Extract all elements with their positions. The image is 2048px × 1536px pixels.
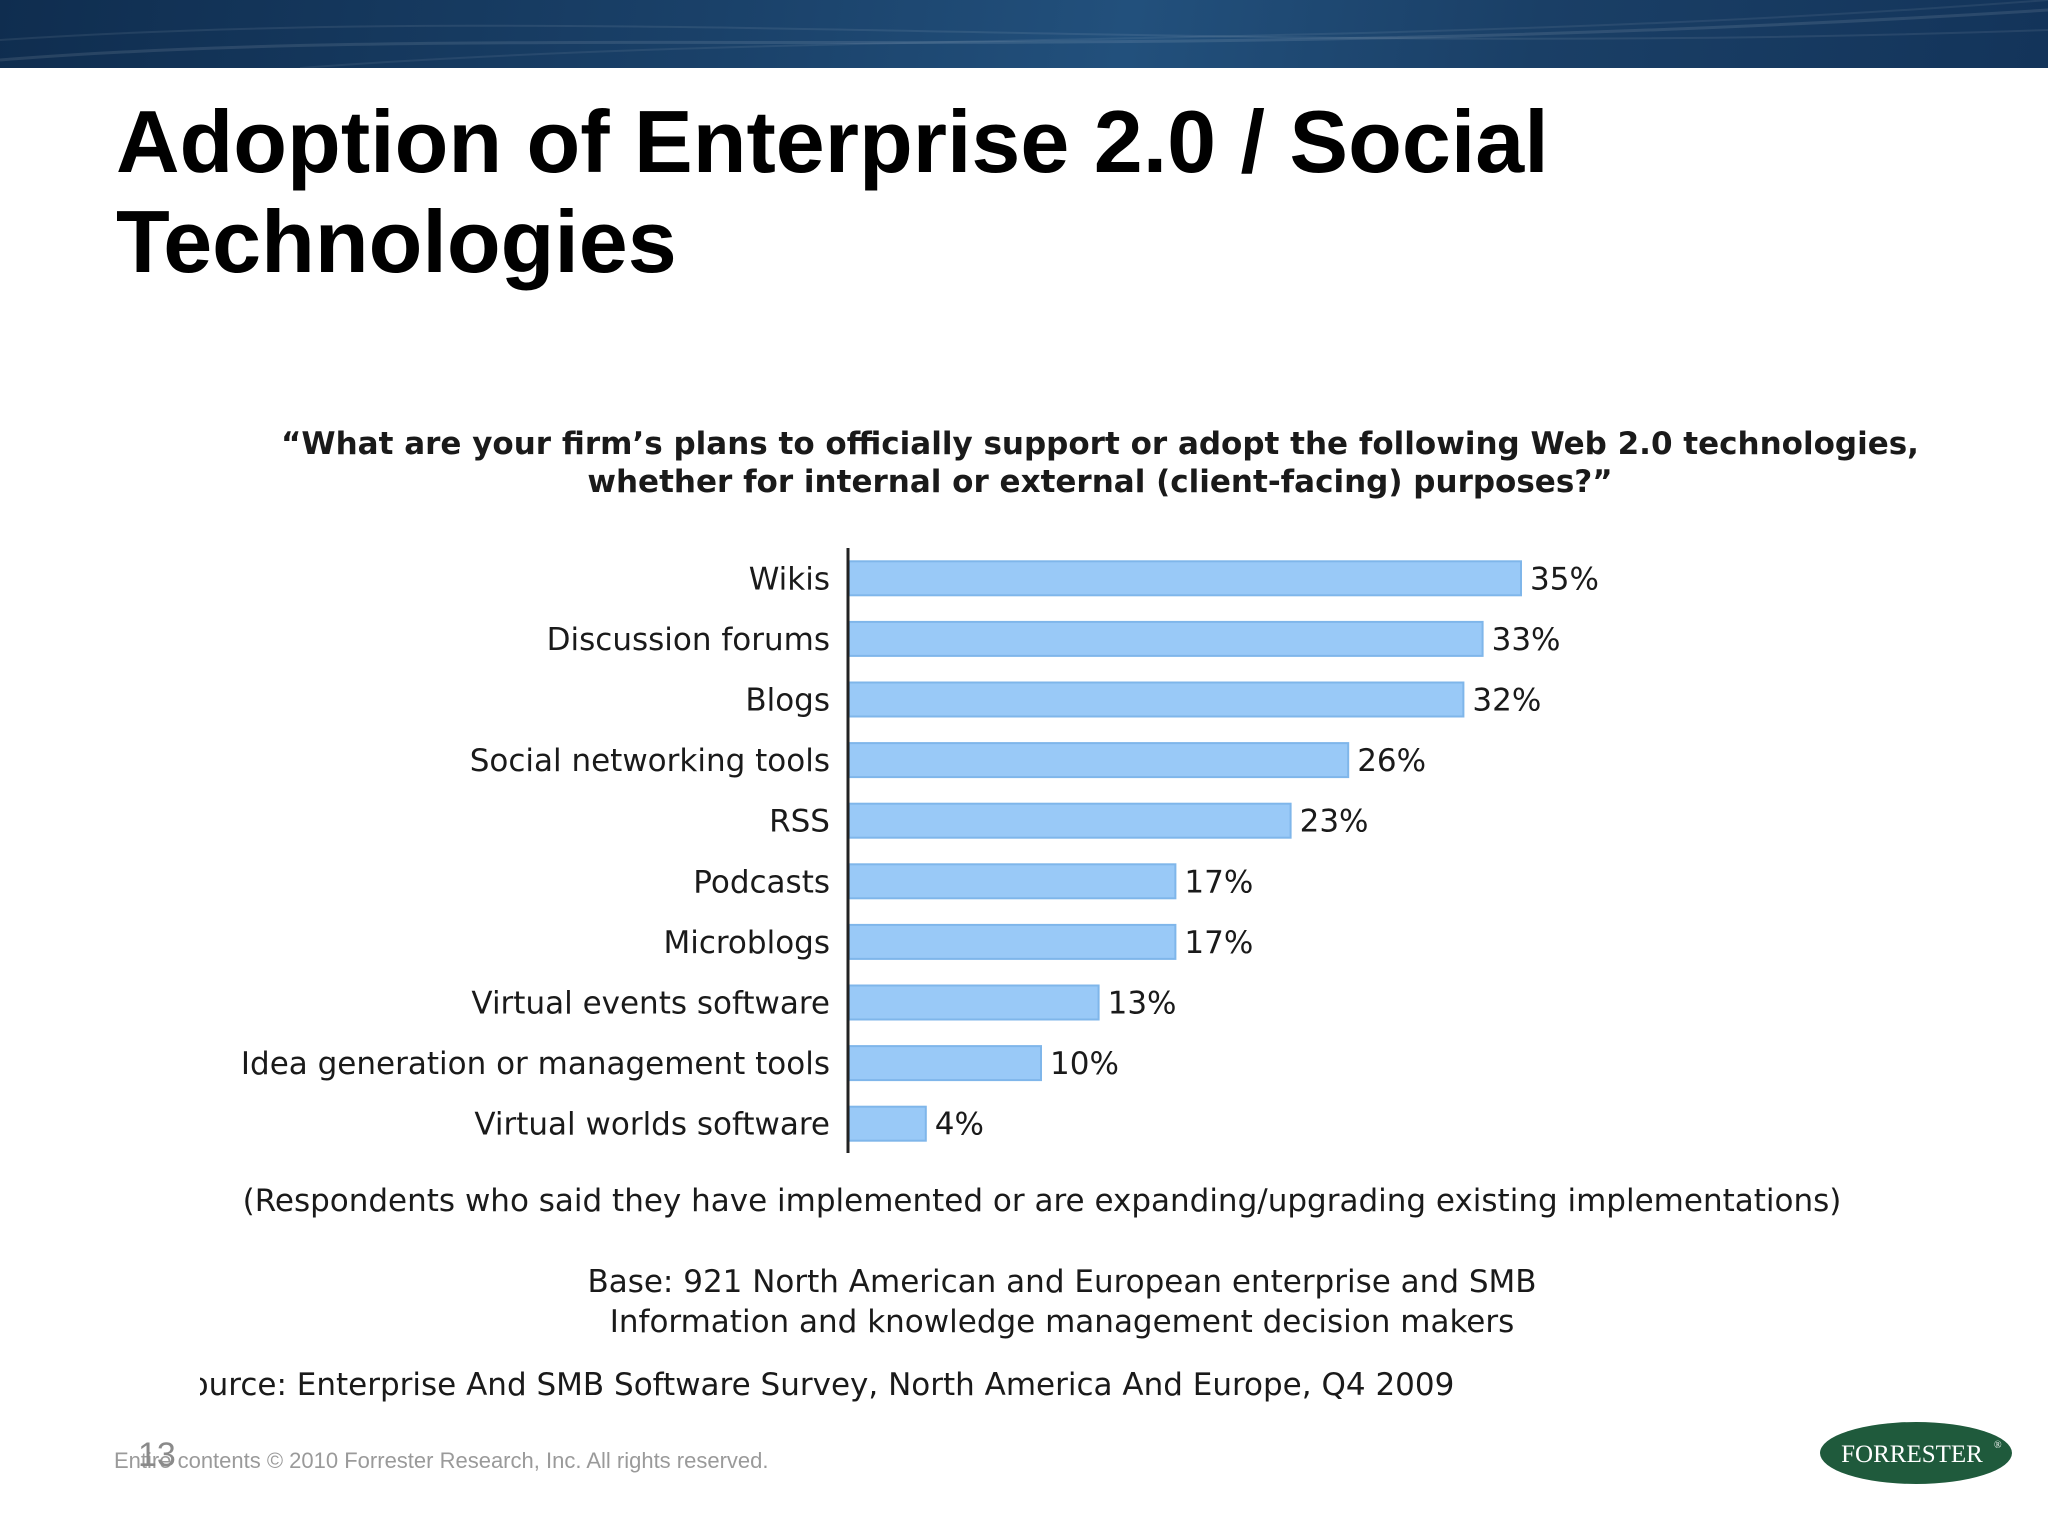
bar-chart: “What are your firm’s plans to officiall… bbox=[200, 426, 1919, 1403]
category-label: Blogs bbox=[745, 683, 830, 719]
value-label: 4% bbox=[935, 1107, 984, 1143]
chart-title-line-2: whether for internal or external (client… bbox=[587, 464, 1612, 500]
bar bbox=[848, 742, 1350, 779]
bar bbox=[848, 681, 1465, 718]
bar bbox=[848, 984, 1100, 1021]
chart-base-line-1: Base: 921 North American and European en… bbox=[587, 1264, 1536, 1300]
bar bbox=[848, 923, 1177, 960]
chart-note: (Respondents who said they have implemen… bbox=[243, 1183, 1842, 1219]
category-label: RSS bbox=[769, 804, 830, 840]
page-number: 13 bbox=[138, 1436, 176, 1474]
category-label: Discussion forums bbox=[547, 622, 830, 658]
header-band bbox=[0, 0, 2048, 68]
category-label: Virtual events software bbox=[471, 986, 830, 1022]
slide-title-line-1: Adoption of Enterprise 2.0 / Social bbox=[116, 92, 1549, 191]
category-label: Wikis bbox=[749, 561, 830, 597]
value-label: 32% bbox=[1472, 683, 1541, 719]
bar bbox=[848, 802, 1292, 839]
value-label: 13% bbox=[1108, 986, 1177, 1022]
category-label: Podcasts bbox=[693, 864, 830, 900]
value-label: 33% bbox=[1492, 622, 1561, 658]
value-label: 26% bbox=[1357, 743, 1426, 779]
chart-title-line-1: “What are your firm’s plans to officiall… bbox=[281, 426, 1919, 462]
bar bbox=[848, 1045, 1042, 1082]
bar bbox=[848, 1105, 927, 1142]
slide-title-line-2: Technologies bbox=[116, 192, 677, 291]
chart-base-line-2: Information and knowledge management dec… bbox=[610, 1304, 1515, 1340]
chart-marks: Wikis 35% Discussion forums 33% Blogs 32% Soci… bbox=[241, 560, 1599, 1143]
value-label: 35% bbox=[1530, 561, 1599, 597]
category-label: Social networking tools bbox=[470, 743, 830, 779]
category-label: Virtual worlds software bbox=[474, 1107, 830, 1143]
bar bbox=[848, 620, 1484, 657]
category-label: Microblogs bbox=[663, 925, 830, 961]
value-label: 23% bbox=[1300, 804, 1369, 840]
chart-title: “What are your firm’s plans to officiall… bbox=[281, 426, 1919, 500]
category-label: Idea generation or management tools bbox=[241, 1046, 830, 1082]
forrester-logo-ellipse bbox=[1820, 1422, 2012, 1484]
forrester-logo-registered-mark: ® bbox=[1994, 1440, 2002, 1451]
forrester-logo: FORRESTER ® bbox=[1820, 1422, 2012, 1484]
footer-copyright: Entire contents © 2010 Forrester Researc… bbox=[114, 1448, 769, 1473]
value-label: 10% bbox=[1050, 1046, 1119, 1082]
value-label: 17% bbox=[1184, 925, 1253, 961]
forrester-logo-text: FORRESTER bbox=[1841, 1441, 1983, 1468]
value-label: 17% bbox=[1184, 864, 1253, 900]
chart-source: Source: Enterprise And SMB Software Surv… bbox=[200, 1367, 1454, 1403]
bar bbox=[848, 863, 1177, 900]
bar bbox=[848, 560, 1522, 597]
header-swoosh-decoration bbox=[0, 0, 2048, 68]
slide-title: Adoption of Enterprise 2.0 / Social Tech… bbox=[116, 92, 1916, 292]
